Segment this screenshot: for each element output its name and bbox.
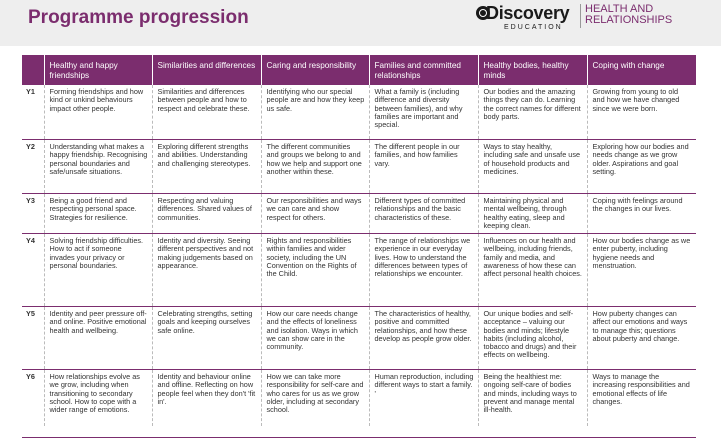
discovery-education-logo: Discovery EDUCATION: [474, 3, 576, 33]
logo-main-text: Discovery: [486, 3, 570, 23]
table-cell: Identity and behaviour online and offlin…: [152, 369, 262, 426]
table-cell: How relationships evolve as we grow, inc…: [44, 369, 153, 426]
table-cell: How our bodies change as we enter pubert…: [587, 233, 696, 307]
header-caring-responsibility: Caring and responsibility: [261, 55, 370, 85]
table-row: Y2 Understanding what makes a happy frie…: [22, 139, 696, 194]
globe-icon: [476, 6, 490, 20]
table-row: Y3 Being a good friend and respecting pe…: [22, 193, 696, 234]
table-cell: Human reproduction, including different …: [369, 369, 479, 426]
table-cell: Coping with feelings around the changes …: [587, 193, 696, 234]
table-cell: Exploring how our bodies and needs chang…: [587, 139, 696, 194]
table-cell: Forming friendships and how kind or unki…: [44, 84, 153, 140]
table-cell: What a family is (including difference a…: [369, 84, 479, 140]
table-row: Y1 Forming friendships and how kind or u…: [22, 84, 696, 140]
table-cell: Ways to stay healthy, including safe and…: [478, 139, 588, 194]
table-cell: Maintaining physical and mental wellbein…: [478, 193, 588, 234]
table-cell: Identity and peer pressure off- and onli…: [44, 306, 153, 370]
table-cell: The different communities and groups we …: [261, 139, 370, 194]
table-cell: Our unique bodies and self-acceptance – …: [478, 306, 588, 370]
header-corner: [22, 55, 45, 85]
table-cell: Identity and diversity. Seeing different…: [152, 233, 262, 307]
header-families-relationships: Families and committed relationships: [369, 55, 479, 85]
table-cell: Being a good friend and respecting perso…: [44, 193, 153, 234]
table-cell: Similarities and differences between peo…: [152, 84, 262, 140]
logo-right-line2: RELATIONSHIPS: [585, 14, 673, 26]
table-cell: The range of relationships we experience…: [369, 233, 479, 307]
table-cell: How we can take more responsibility for …: [261, 369, 370, 426]
table-cell: Our responsibilities and ways we can car…: [261, 193, 370, 234]
table-cell: Different types of committed relationshi…: [369, 193, 479, 234]
year-label: Y3: [22, 193, 45, 234]
table-cell: The characteristics of healthy, positive…: [369, 306, 479, 370]
logo-right-line1: HEALTH AND: [585, 3, 654, 15]
year-label: Y5: [22, 306, 45, 370]
table-cell: Ways to manage the increasing responsibi…: [587, 369, 696, 426]
table-row: Y6 How relationships evolve as we grow, …: [22, 369, 696, 426]
table-cell: Celebrating strengths, setting goals and…: [152, 306, 262, 370]
table-cell: How our care needs change and the effect…: [261, 306, 370, 370]
table-header-row: Healthy and happy friendships Similariti…: [22, 55, 696, 85]
table-cell: Rights and responsibilities within famil…: [261, 233, 370, 307]
table-cell: Growing from young to old and how we hav…: [587, 84, 696, 140]
table-cell: Influences on our health and wellbeing, …: [478, 233, 588, 307]
table-cell: How puberty changes can affect our emoti…: [587, 306, 696, 370]
table-cell: Our bodies and the amazing things they c…: [478, 84, 588, 140]
logo-divider: [580, 4, 581, 28]
header-band: [0, 0, 721, 46]
table-bottom-rule: [22, 437, 696, 438]
health-relationships-logo: HEALTH AND RELATIONSHIPS: [585, 4, 705, 26]
header-coping-with-change: Coping with change: [587, 55, 696, 85]
year-label: Y6: [22, 369, 45, 426]
table-row: Y4 Solving friendship difficulties. How …: [22, 233, 696, 307]
header-healthy-happy-friendships: Healthy and happy friendships: [44, 55, 153, 85]
header-similarities-differences: Similarities and differences: [152, 55, 262, 85]
table-cell: Being the healthiest me: ongoing self-ca…: [478, 369, 588, 426]
table-cell: Exploring different strengths and abilit…: [152, 139, 262, 194]
table-cell: Respecting and valuing differences. Shar…: [152, 193, 262, 234]
progression-table: Healthy and happy friendships Similariti…: [22, 55, 696, 426]
header-healthy-bodies-minds: Healthy bodies, healthy minds: [478, 55, 588, 85]
year-label: Y1: [22, 84, 45, 140]
logo-sub-text: EDUCATION: [504, 24, 563, 31]
table-cell: The different people in our families, an…: [369, 139, 479, 194]
table-cell: Understanding what makes a happy friends…: [44, 139, 153, 194]
year-label: Y2: [22, 139, 45, 194]
year-label: Y4: [22, 233, 45, 307]
page-title: Programme progression: [28, 7, 249, 28]
table-cell: Identifying who our special people are a…: [261, 84, 370, 140]
table-cell: Solving friendship difficulties. How to …: [44, 233, 153, 307]
table-row: Y5 Identity and peer pressure off- and o…: [22, 306, 696, 370]
